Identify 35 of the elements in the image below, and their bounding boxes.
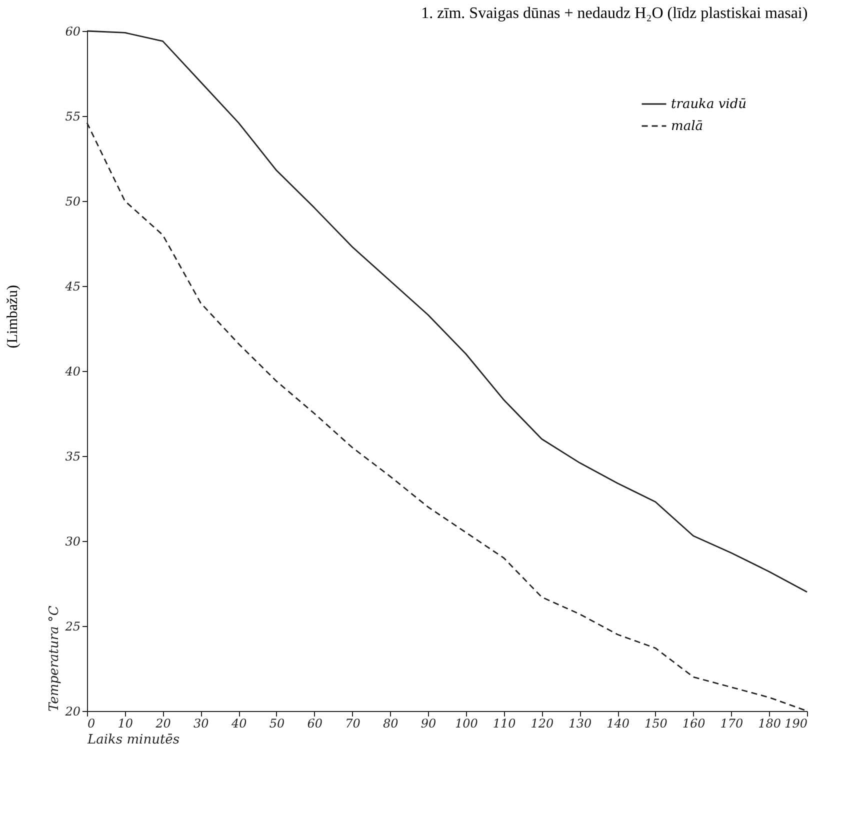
y-tick-label: 60 [65,24,81,38]
x-tick-label: 80 [383,716,399,730]
x-tick-label: 190 [784,716,808,730]
legend-label: trauka vidū [671,97,747,112]
text: (Limbažu) [5,284,21,348]
legend-label: malā [671,119,703,134]
x-tick-label: 130 [568,716,592,730]
x-tick-label: 110 [492,716,516,730]
y-tick-label: 25 [64,620,80,634]
x-axis-title: Laiks minutēs [86,732,180,748]
y-tick-label: 35 [65,450,80,464]
x-tick-label: 40 [230,716,248,730]
x-tick-label: 180 [758,716,782,730]
y-tick-label: 50 [65,194,81,208]
x-tick-label: 90 [420,716,437,730]
x-tick-label: 30 [194,716,210,730]
y-tick-label: 30 [65,534,81,548]
x-tick-label: 50 [269,716,285,730]
y-tick-label: 55 [65,110,80,124]
x-tick-label: 100 [454,716,478,730]
x-tick-label: 160 [682,716,706,730]
y-tick-label: 45 [64,280,80,294]
x-tick-label: 70 [345,716,361,730]
x-tick-label: 20 [154,716,172,730]
x-tick-label: 0 [88,716,96,730]
y-tick-label: 20 [64,704,81,718]
x-tick-label: 10 [118,716,134,730]
x-tick-label: 140 [606,716,630,730]
x-tick-label: 120 [530,716,554,730]
y-tick-label: 40 [64,364,81,378]
x-tick-label: 60 [307,716,323,730]
y-axis-title: Temperatura °C [47,606,62,712]
chart-title: 1. zīm. Svaigas dūnas + nedaudz H₂O (līdz plastiskai masai) [421,5,808,22]
x-tick-label: 170 [720,716,744,730]
x-tick-label: 150 [644,716,668,730]
